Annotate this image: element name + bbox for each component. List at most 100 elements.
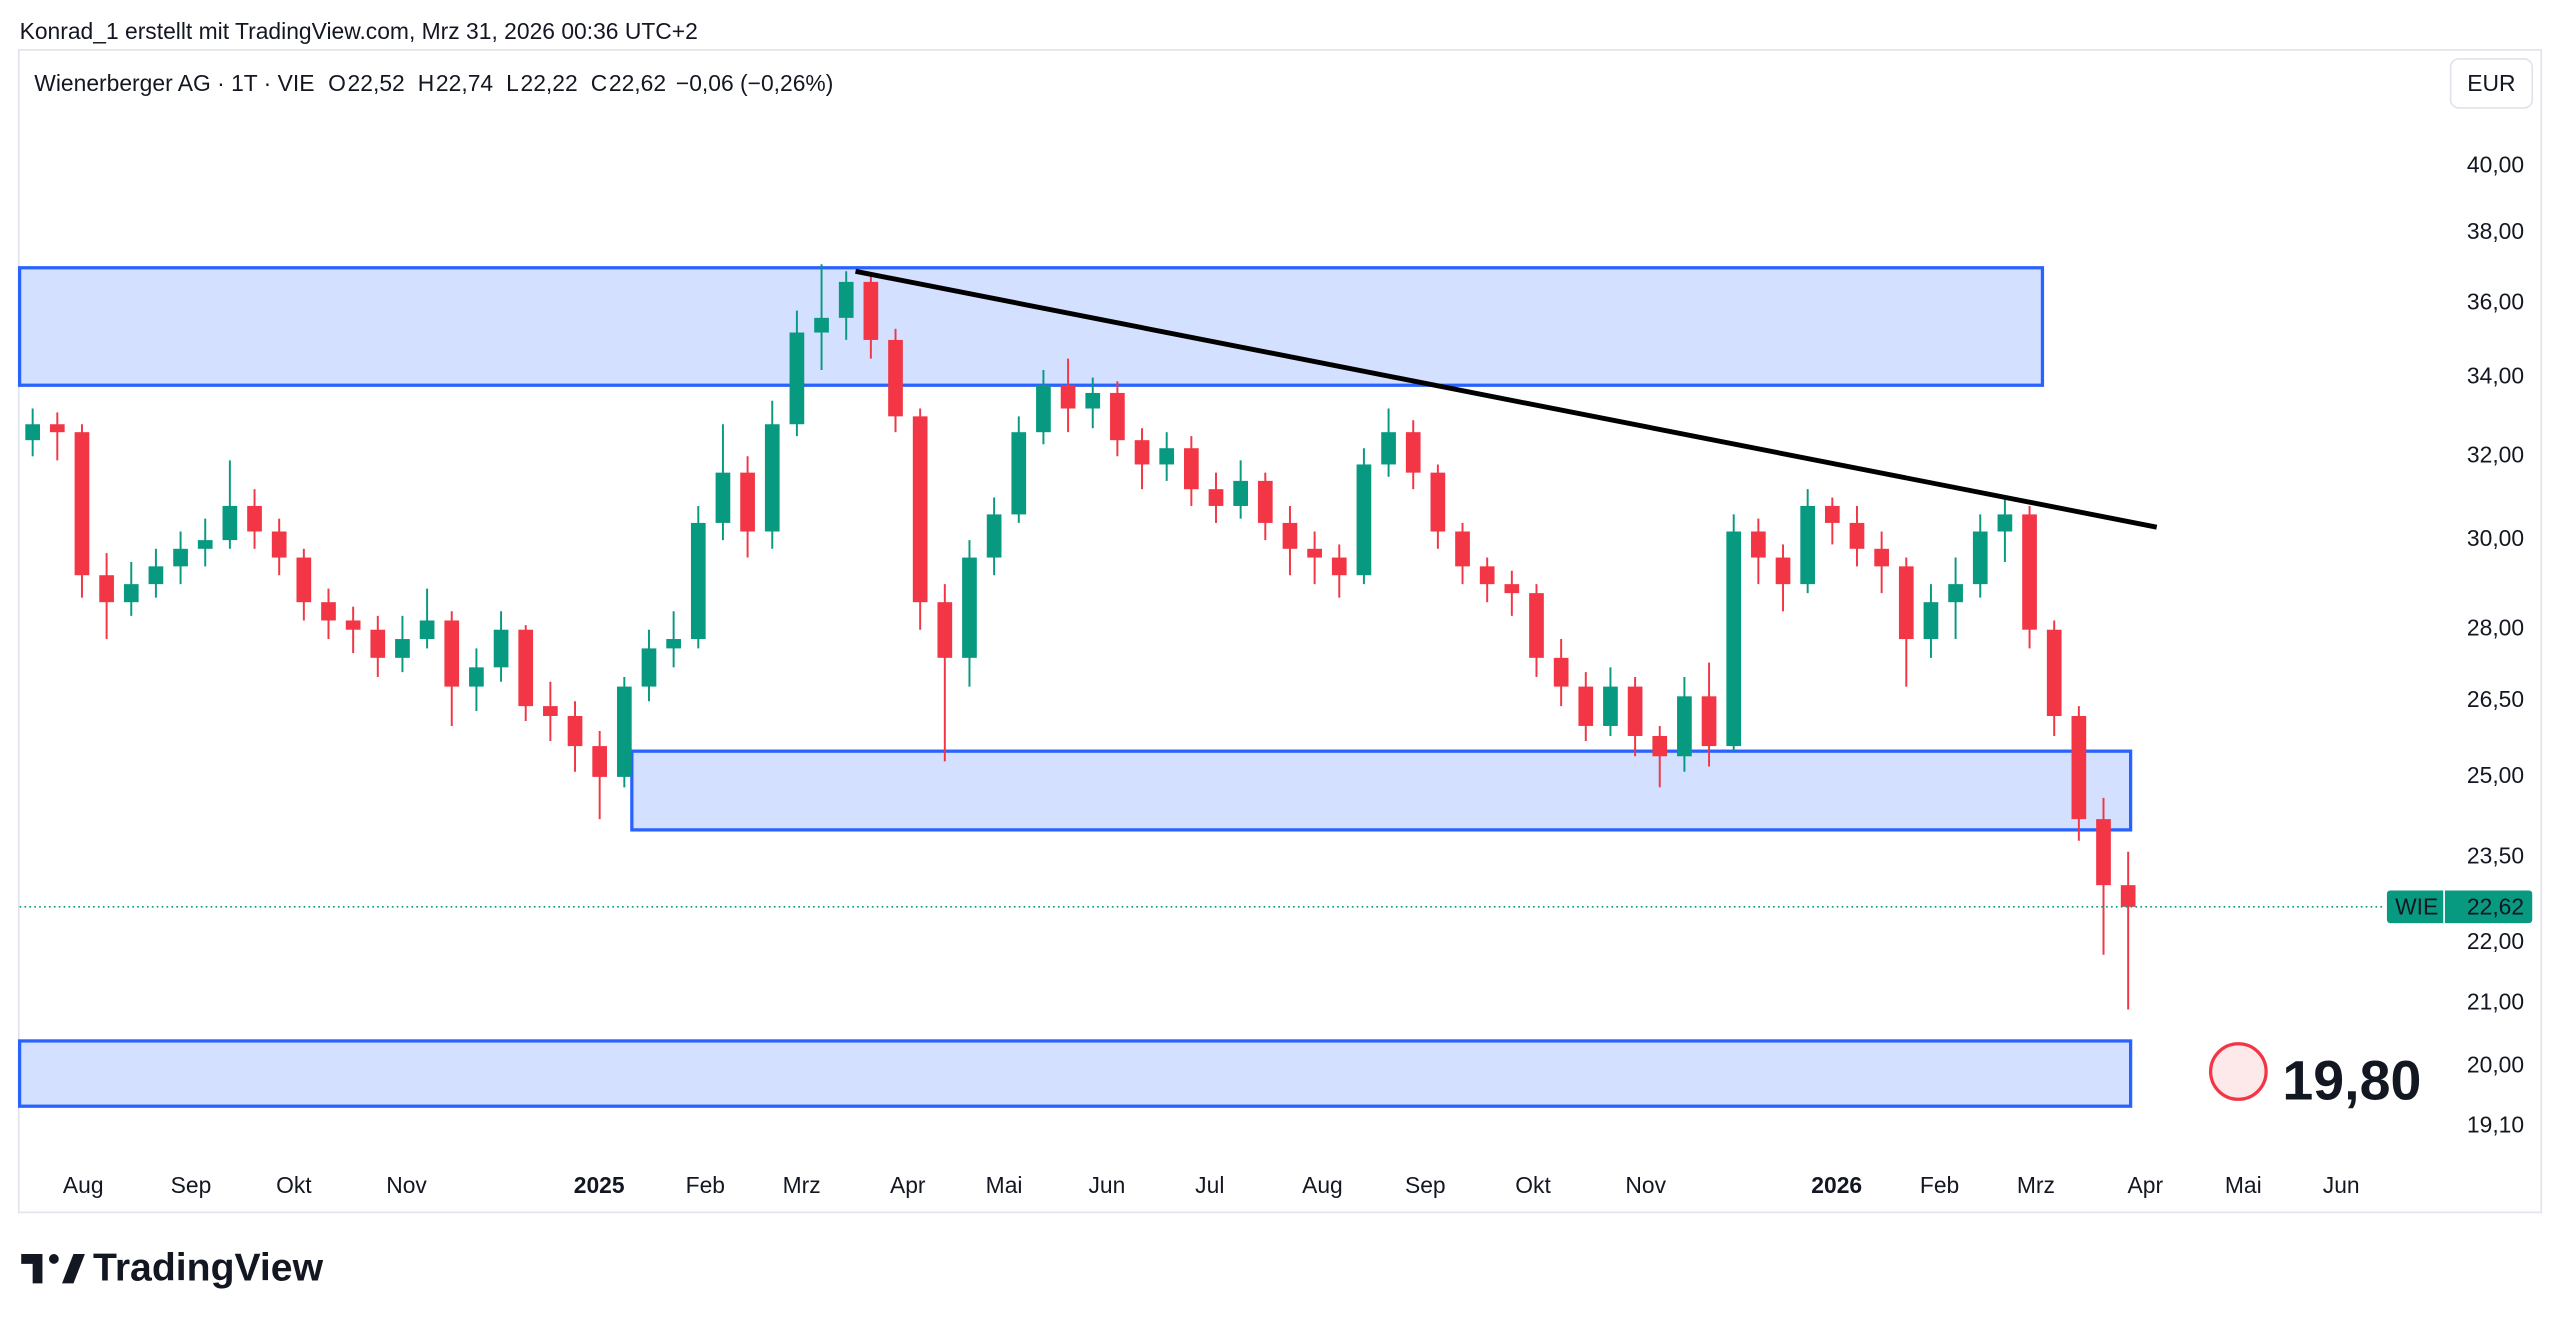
- candle-body: [469, 667, 484, 687]
- chart-frame: [17, 49, 2543, 1214]
- candle-body: [74, 432, 90, 576]
- plot: [17, 264, 2158, 1108]
- price-tag-value: 22,62: [2467, 893, 2524, 919]
- zone: [17, 1039, 2133, 1108]
- candle-body: [863, 281, 879, 340]
- candle-body: [2022, 514, 2037, 630]
- candle-body: [1775, 557, 1791, 585]
- legend-value: 22,22: [521, 70, 578, 96]
- candle-body: [1997, 514, 2013, 532]
- ohlc-legend: O 22,52 H 22,74 L 22,22 C 22,62 −0,06 (−0,26%): [328, 70, 833, 96]
- candle-body: [1282, 522, 1298, 549]
- candle-body: [1184, 448, 1199, 490]
- candle-body: [419, 620, 435, 640]
- candle-body: [1849, 522, 1865, 549]
- legend-value: 22,74: [436, 70, 493, 96]
- x-tick-label: Nov: [1625, 1172, 1666, 1198]
- candle-body: [1430, 472, 1446, 532]
- candle-body: [1134, 440, 1150, 465]
- price-tag-symbol: WIE: [2395, 893, 2438, 919]
- candle-body: [1257, 480, 1273, 523]
- y-tick-label: 23,50: [2467, 842, 2524, 868]
- legend-key: L: [506, 70, 519, 96]
- candle-body: [345, 620, 361, 630]
- x-tick-label: Nov: [386, 1172, 427, 1198]
- x-tick-label: Mrz: [783, 1172, 821, 1198]
- candle-body: [1948, 584, 1963, 603]
- candle-body: [1923, 602, 1939, 640]
- candle-body: [2046, 629, 2062, 716]
- candle-body: [1159, 448, 1175, 465]
- y-tick-label: 32,00: [2467, 441, 2524, 467]
- x-tick-label: Jul: [1195, 1172, 1224, 1198]
- candle-body: [1011, 432, 1027, 515]
- candle-body: [271, 531, 287, 558]
- candle-body: [1110, 392, 1125, 441]
- top-caption: Konrad_1 erstellt mit TradingView.com, M…: [20, 18, 698, 44]
- y-tick-label: 30,00: [2467, 525, 2524, 551]
- legend-value: 22,62: [609, 70, 666, 96]
- y-tick-label: 38,00: [2467, 218, 2524, 244]
- candle-body: [1603, 686, 1618, 726]
- candle-body: [543, 706, 558, 716]
- x-tick-label: Jun: [2323, 1172, 2360, 1198]
- candle-body: [937, 602, 953, 658]
- candle-body: [493, 629, 509, 668]
- x-tick-label: Aug: [1302, 1172, 1343, 1198]
- currency-box[interactable]: [2449, 58, 2534, 109]
- legend-change: −0,06 (−0,26%): [676, 70, 833, 96]
- x-tick-label: Sep: [171, 1172, 212, 1198]
- x-tick-label: Mai: [2225, 1172, 2262, 1198]
- candle-body: [1504, 584, 1520, 594]
- candle-body: [1824, 505, 1840, 523]
- candle-body: [321, 602, 336, 621]
- candle-body: [247, 505, 262, 532]
- tradingview-logo: TradingView: [21, 1247, 324, 1290]
- x-tick-label: 2025: [574, 1172, 625, 1198]
- annotation-label: 19,80: [2282, 1049, 2421, 1111]
- legend-key: H: [418, 70, 435, 96]
- candle-body: [1356, 464, 1372, 576]
- y-tick-label: 20,00: [2467, 1052, 2524, 1078]
- candle-body: [1529, 593, 1544, 658]
- candle-body: [370, 629, 386, 658]
- candle-body: [1800, 505, 1816, 585]
- zone: [630, 749, 2133, 832]
- y-tick-label: 25,00: [2467, 762, 2524, 788]
- x-tick-label: 2026: [1811, 1172, 1862, 1198]
- candle-body: [641, 648, 657, 687]
- candle-body: [1627, 686, 1643, 736]
- x-tick-label: Apr: [890, 1172, 926, 1198]
- candle-body: [296, 557, 312, 603]
- candle-body: [1898, 566, 1914, 640]
- x-tick-label: Mrz: [2017, 1172, 2055, 1198]
- candle-body: [838, 281, 854, 318]
- candle-body: [1553, 657, 1569, 687]
- x-tick-label: Sep: [1405, 1172, 1446, 1198]
- candle-body: [888, 339, 903, 417]
- candle-body: [912, 416, 928, 603]
- candle-body: [1036, 385, 1051, 433]
- x-tick-label: Aug: [63, 1172, 104, 1198]
- candle-body: [1751, 531, 1766, 558]
- candle-body: [1307, 548, 1322, 558]
- y-tick-label: 26,50: [2467, 686, 2524, 712]
- y-tick-label: 40,00: [2467, 152, 2524, 178]
- y-tick-label: 36,00: [2467, 288, 2524, 314]
- candle-body: [1455, 531, 1470, 567]
- candle-body: [1701, 696, 1717, 747]
- candle-body: [25, 424, 40, 441]
- candle-body: [962, 557, 977, 658]
- candle-body: [395, 639, 410, 658]
- candle-body: [666, 639, 681, 649]
- candle-body: [740, 472, 755, 532]
- x-tick-label: Okt: [1515, 1172, 1551, 1198]
- candle-body: [1726, 531, 1742, 747]
- currency[interactable]: EUR: [2467, 70, 2515, 96]
- y-tick-label: 19,10: [2467, 1111, 2524, 1137]
- candle-body: [1405, 432, 1421, 473]
- x-tick-label: Feb: [1920, 1172, 1959, 1198]
- candle-body: [1578, 686, 1594, 726]
